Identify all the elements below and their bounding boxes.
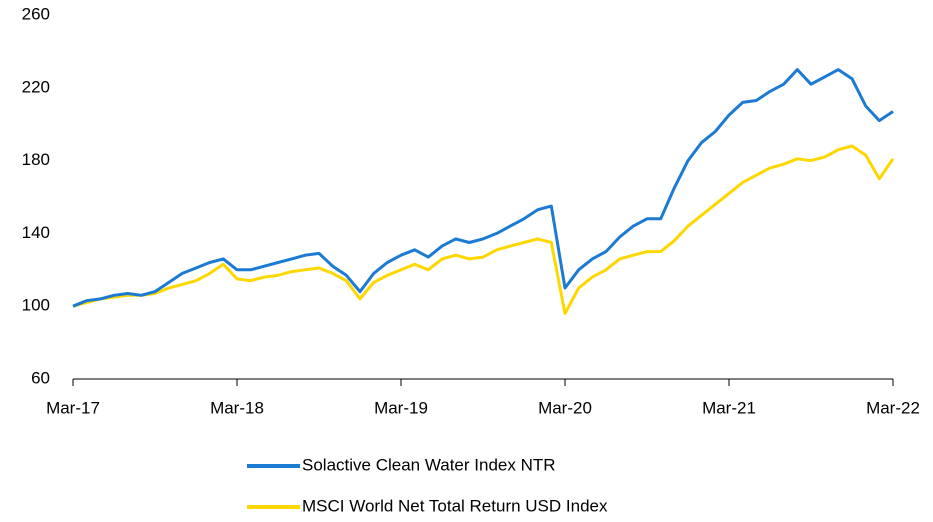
y-tick-label: 100 — [22, 296, 50, 315]
x-tick-label: Mar-19 — [374, 398, 428, 417]
series-line — [72, 144, 895, 315]
x-tick-label: Mar-17 — [46, 398, 100, 417]
x-tick-label: Mar-21 — [702, 398, 756, 417]
x-tick-label: Mar-20 — [538, 398, 592, 417]
legend-label: Solactive Clean Water Index NTR — [302, 455, 556, 474]
series-line — [72, 68, 894, 308]
y-tick-label: 220 — [22, 77, 50, 96]
x-tick-label: Mar-22 — [866, 398, 920, 417]
y-tick-label: 260 — [22, 4, 50, 23]
x-tick-label: Mar-18 — [210, 398, 264, 417]
y-tick-label: 60 — [31, 368, 50, 387]
legend-label: MSCI World Net Total Return USD Index — [302, 496, 608, 515]
y-tick-label: 180 — [22, 150, 50, 169]
y-tick-label: 140 — [22, 223, 50, 242]
